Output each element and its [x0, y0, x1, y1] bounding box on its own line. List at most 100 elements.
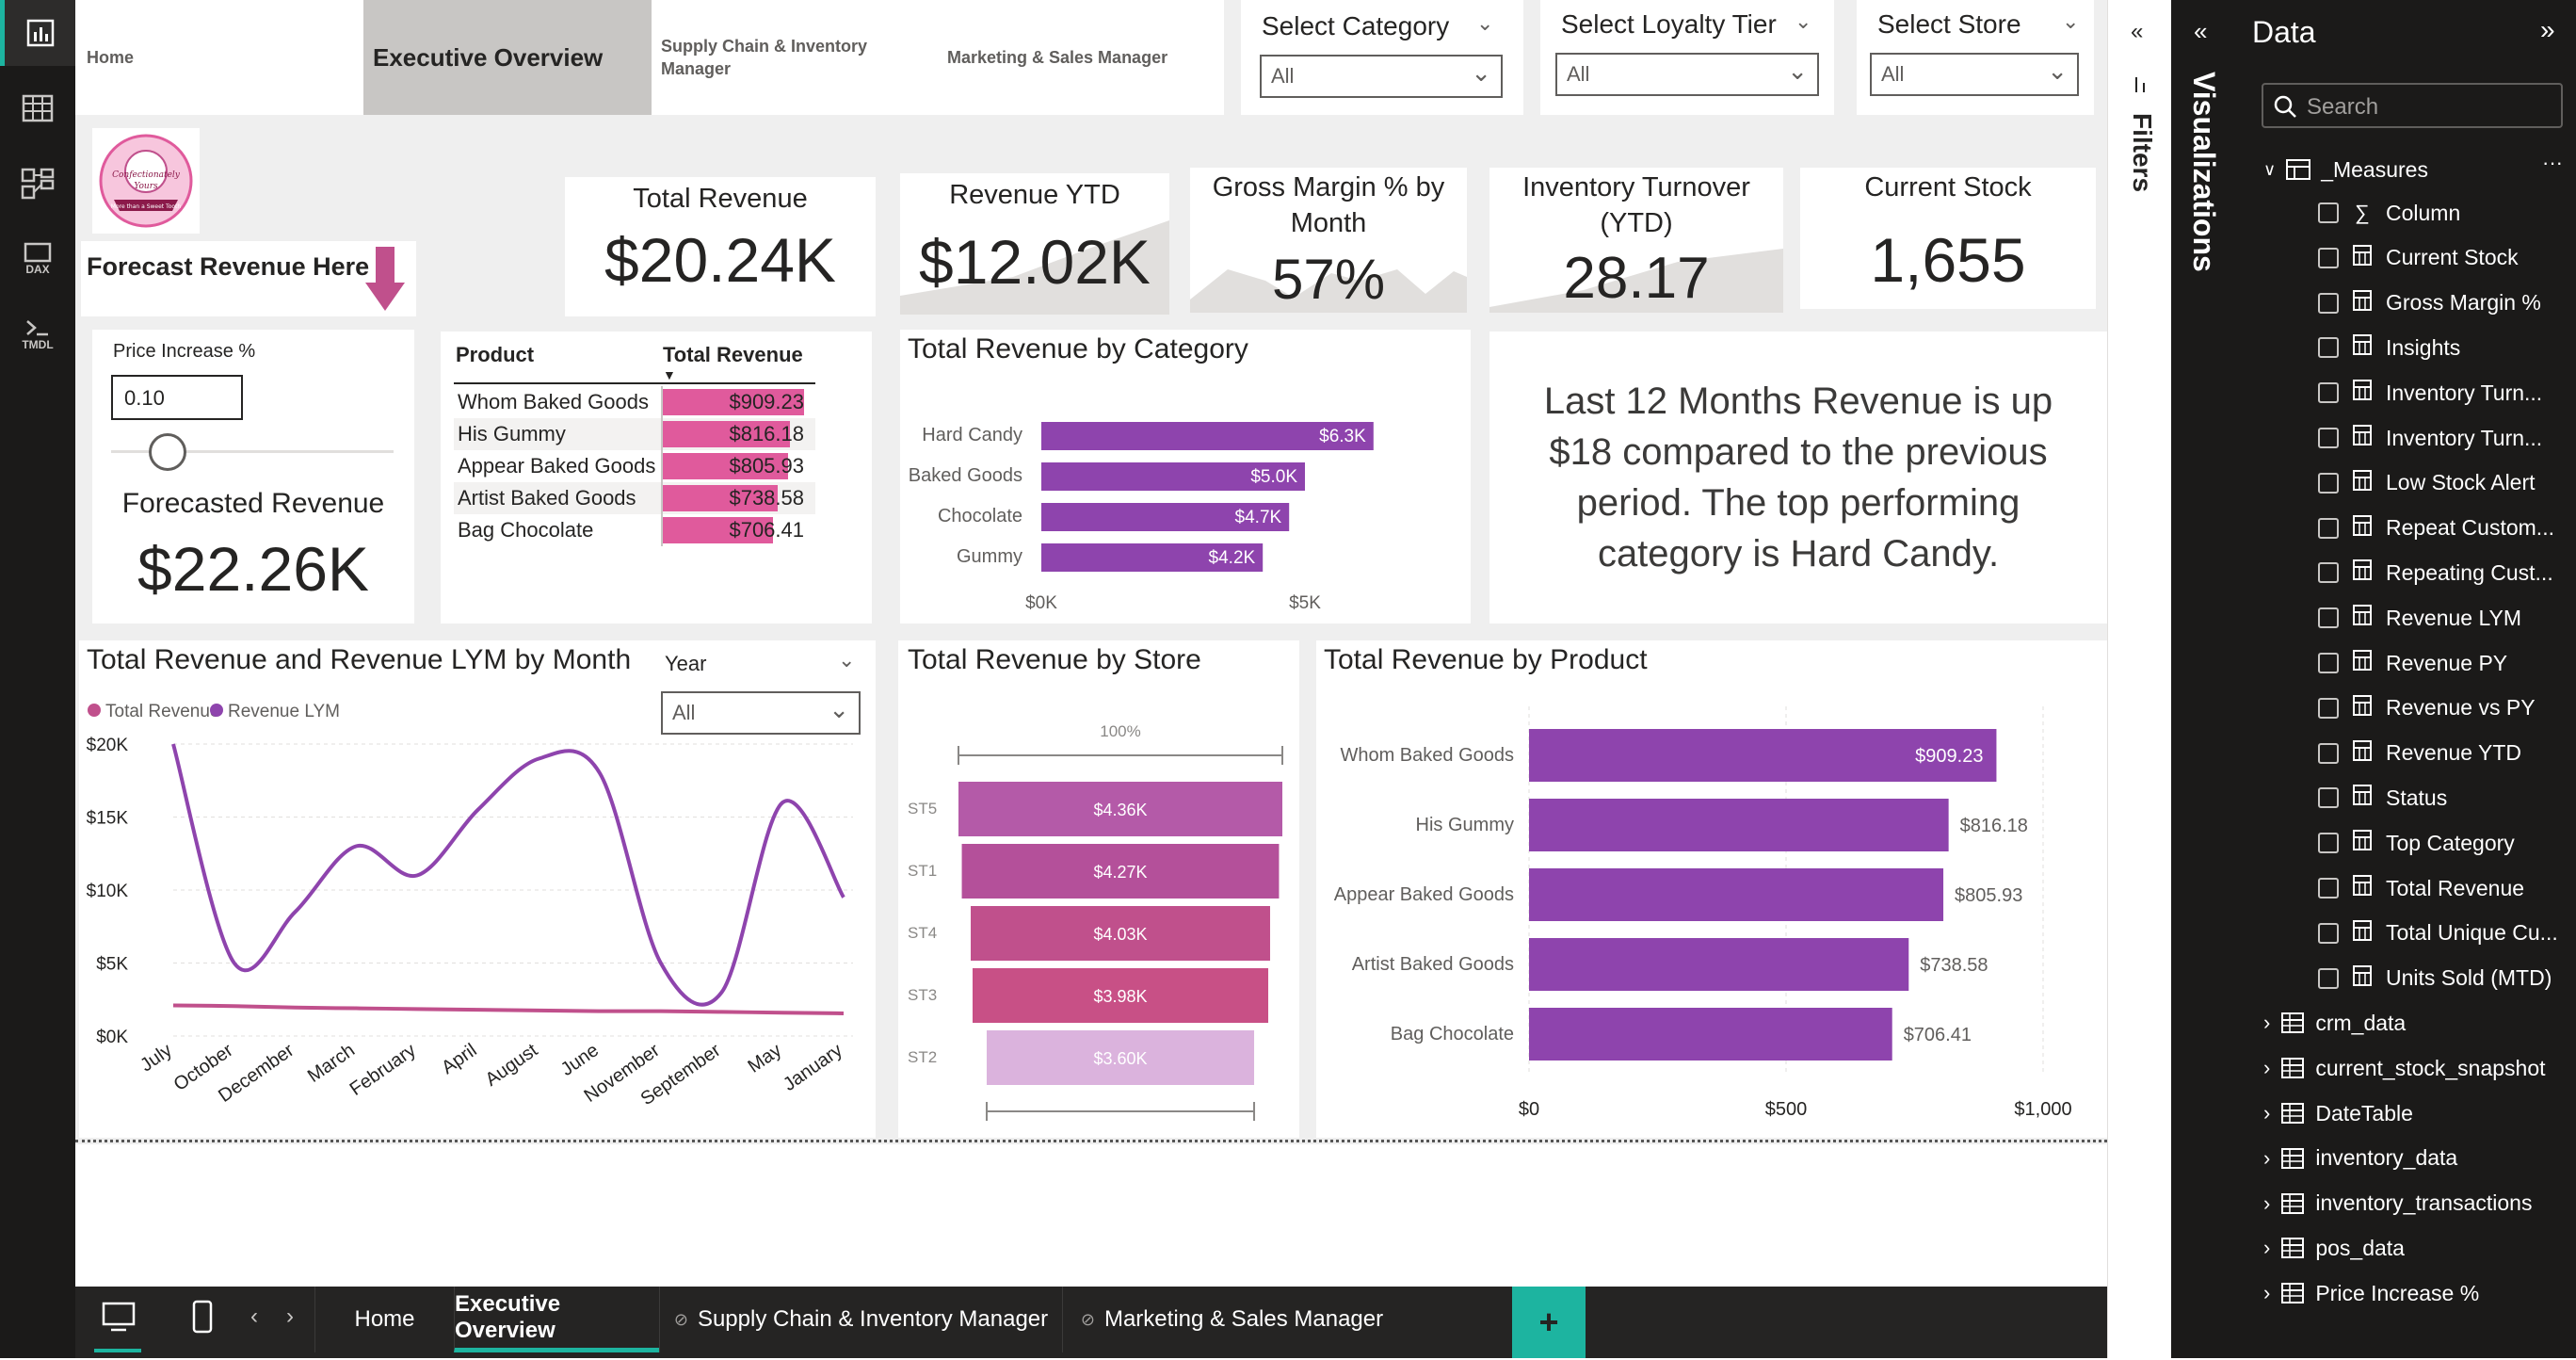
more-options-icon[interactable]: ···: [2542, 151, 2563, 174]
collapse-left-icon[interactable]: «: [2131, 19, 2144, 44]
filter-icon[interactable]: [2133, 75, 2149, 94]
field-checkbox[interactable]: [2318, 292, 2339, 314]
field-checkbox[interactable]: [2318, 653, 2339, 673]
field-item[interactable]: Status: [2318, 777, 2447, 818]
chevron-down-icon[interactable]: ⌄: [1476, 11, 1494, 35]
visualizations-pane-label[interactable]: Visualizations: [2187, 72, 2221, 272]
field-checkbox[interactable]: [2318, 967, 2339, 989]
field-item[interactable]: Total Revenue: [2318, 867, 2524, 909]
year-dropdown[interactable]: All ⌄: [661, 691, 861, 735]
field-item[interactable]: Revenue YTD: [2318, 733, 2521, 774]
field-item[interactable]: Low Stock Alert: [2318, 462, 2536, 504]
field-checkbox[interactable]: [2318, 607, 2339, 629]
chevron-down-icon[interactable]: ⌄: [1795, 9, 1812, 33]
field-checkbox[interactable]: [2318, 922, 2339, 944]
table-node[interactable]: › inventory_transactions: [2263, 1183, 2532, 1224]
field-item[interactable]: Repeating Cust...: [2318, 552, 2553, 593]
desktop-layout-icon[interactable]: [102, 1302, 136, 1334]
table-row[interactable]: His Gummy $816.18: [454, 418, 815, 450]
nav-executive-overview-button[interactable]: Executive Overview: [363, 0, 652, 115]
table-node[interactable]: › Price Increase %: [2263, 1272, 2479, 1314]
tab-scroll-right-icon[interactable]: ›: [286, 1303, 294, 1329]
tab-home[interactable]: Home: [314, 1287, 454, 1352]
tab-executive-overview[interactable]: Executive Overview: [454, 1287, 659, 1352]
store-dropdown[interactable]: All ⌄: [1870, 53, 2079, 96]
svg-text:Yours: Yours: [134, 182, 158, 191]
measures-table-node[interactable]: ∨ _Measures: [2263, 149, 2428, 190]
field-item[interactable]: Inventory Turn...: [2318, 417, 2542, 459]
table-row[interactable]: Bag Chocolate $706.41: [454, 514, 815, 546]
kpi-total-revenue-title: Total Revenue: [633, 184, 808, 214]
tab-supply-chain[interactable]: ⊘ Supply Chain & Inventory Manager: [659, 1287, 1062, 1352]
field-item[interactable]: Inventory Turn...: [2318, 372, 2542, 413]
field-checkbox[interactable]: [2318, 878, 2339, 899]
field-checkbox[interactable]: [2318, 697, 2339, 719]
field-item[interactable]: Current Stock: [2318, 237, 2519, 279]
page-tabs-bar: ‹ › Home Executive Overview ⊘ Supply Cha…: [75, 1287, 2107, 1358]
field-checkbox[interactable]: [2318, 428, 2339, 448]
nav-supply-chain-button[interactable]: Supply Chain & Inventory Manager: [652, 0, 925, 115]
bar: [1529, 1008, 1892, 1060]
filters-pane-label[interactable]: Filters: [2128, 113, 2157, 193]
chevron-right-icon: ›: [2263, 1190, 2271, 1215]
nav-marketing-button[interactable]: Marketing & Sales Manager: [938, 0, 1220, 115]
field-checkbox[interactable]: [2318, 742, 2339, 764]
table-cell-databar: [663, 485, 778, 511]
table-header-product[interactable]: Product: [456, 343, 535, 366]
chevron-down-icon[interactable]: ⌄: [838, 648, 856, 672]
field-item[interactable]: Units Sold (MTD): [2318, 958, 2552, 999]
tab-marketing[interactable]: ⊘ Marketing & Sales Manager: [1062, 1287, 1401, 1352]
table-header-total-revenue[interactable]: Total Revenue: [663, 343, 803, 366]
y-tick-label: $20K: [87, 736, 129, 755]
chevron-down-icon[interactable]: ⌄: [2062, 9, 2080, 33]
nav-home-button[interactable]: Home: [77, 0, 360, 115]
field-checkbox[interactable]: [2318, 247, 2339, 268]
field-checkbox[interactable]: [2318, 562, 2339, 584]
price-increase-input[interactable]: 0.10: [111, 375, 243, 420]
field-checkbox[interactable]: [2318, 472, 2339, 494]
field-item[interactable]: Gross Margin %: [2318, 283, 2541, 324]
table-view-icon[interactable]: [0, 75, 75, 141]
mobile-layout-icon[interactable]: [192, 1300, 213, 1336]
field-item[interactable]: Revenue PY: [2318, 642, 2507, 684]
price-increase-slider-thumb[interactable]: [149, 433, 186, 471]
table-node[interactable]: › inventory_data: [2263, 1138, 2457, 1179]
field-label: Revenue vs PY: [2386, 695, 2536, 720]
legend-marker: [210, 704, 223, 717]
calculator-icon: [2352, 739, 2373, 767]
expand-right-icon[interactable]: »: [2540, 15, 2555, 44]
sort-descending-icon[interactable]: ▼: [663, 367, 676, 382]
field-checkbox[interactable]: [2318, 382, 2339, 404]
field-item[interactable]: Top Category: [2318, 822, 2515, 864]
table-row[interactable]: Appear Baked Goods $805.93: [454, 450, 815, 482]
calculator-icon: [2352, 244, 2373, 271]
field-checkbox[interactable]: [2318, 833, 2339, 854]
field-item[interactable]: Revenue LYM: [2318, 597, 2521, 639]
field-item[interactable]: Revenue vs PY: [2318, 688, 2536, 729]
collapse-left-icon[interactable]: «: [2194, 17, 2208, 45]
data-search-box[interactable]: Search: [2262, 83, 2563, 128]
tab-scroll-left-icon[interactable]: ‹: [250, 1303, 258, 1329]
add-page-button[interactable]: +: [1512, 1287, 1586, 1358]
tmdl-view-icon[interactable]: TMDL: [0, 301, 75, 367]
report-view-icon[interactable]: [0, 0, 75, 66]
table-row[interactable]: Artist Baked Goods $738.58: [454, 482, 815, 514]
field-item[interactable]: Repeat Custom...: [2318, 508, 2554, 549]
table-node[interactable]: › current_stock_snapshot: [2263, 1047, 2546, 1089]
table-row[interactable]: Whom Baked Goods $909.23: [454, 386, 815, 418]
table-node[interactable]: › crm_data: [2263, 1002, 2406, 1044]
table-node[interactable]: › DateTable: [2263, 1093, 2413, 1134]
model-view-icon[interactable]: [0, 151, 75, 217]
field-item[interactable]: Total Unique Cu...: [2318, 913, 2558, 954]
field-checkbox[interactable]: [2318, 337, 2339, 359]
category-dropdown[interactable]: All ⌄: [1260, 55, 1503, 98]
price-increase-slider-track[interactable]: [111, 450, 394, 453]
loyalty-dropdown[interactable]: All ⌄: [1555, 53, 1819, 96]
field-checkbox[interactable]: [2318, 202, 2339, 223]
field-item[interactable]: ∑ Column: [2318, 192, 2460, 234]
dax-query-icon[interactable]: DAX: [0, 226, 75, 292]
field-item[interactable]: Insights: [2318, 327, 2460, 368]
field-checkbox[interactable]: [2318, 517, 2339, 539]
table-node[interactable]: › pos_data: [2263, 1227, 2405, 1269]
field-checkbox[interactable]: [2318, 787, 2339, 809]
